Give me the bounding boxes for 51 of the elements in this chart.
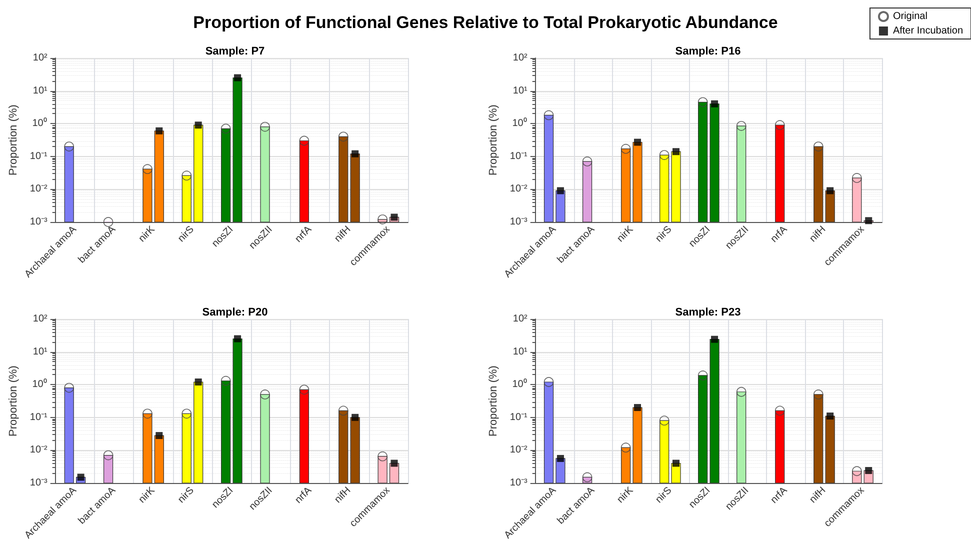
x-tick-label: nirK — [615, 224, 636, 244]
y-tick-label: 10⁻³ — [30, 216, 48, 228]
y-axis-title: Proportion (%) — [8, 366, 20, 436]
y-tick-label: 10² — [512, 52, 528, 64]
y-axis-title: Proportion (%) — [488, 104, 500, 176]
y-tick-label: 10⁰ — [32, 378, 48, 390]
y-tick-label: 10² — [512, 314, 528, 324]
x-tick-label: nifH — [332, 485, 354, 506]
x-tick-label: nirK — [136, 484, 158, 506]
y-tick-label: 10⁻¹ — [510, 412, 528, 423]
y-tick-label: 10¹ — [32, 346, 48, 358]
legend-label: Original — [892, 11, 928, 22]
x-tick-label: nifH — [808, 485, 828, 506]
x-tick-label: nirS — [176, 224, 197, 244]
y-tick-label: 10⁻¹ — [30, 150, 48, 162]
y-tick-label: 10⁻² — [30, 444, 48, 456]
chart-title: Sample: P23 — [675, 306, 741, 318]
x-tick-label: nirS — [654, 484, 674, 506]
y-tick-label: 10⁻¹ — [510, 150, 528, 162]
chart-title: Sample: P16 — [675, 46, 741, 58]
y-tick-label: 10⁻³ — [30, 478, 48, 488]
y-axis-title: Proportion (%) — [488, 366, 500, 436]
chart-title: Sample: P7 — [205, 46, 265, 58]
y-tick-label: 10⁻³ — [510, 478, 528, 488]
chart-title: Sample: P20 — [202, 306, 268, 318]
y-tick-label: 10⁰ — [32, 117, 48, 130]
x-tick-label: nirK — [136, 224, 158, 244]
x-tick-label: nrfA — [768, 224, 790, 245]
x-tick-label: nirS — [654, 224, 674, 244]
y-tick-label: 10² — [32, 314, 48, 324]
y-tick-label: 10¹ — [512, 85, 528, 96]
x-tick-label: nrfA — [293, 224, 314, 245]
x-tick-label: nrfA — [768, 484, 790, 506]
x-tick-label: nirS — [176, 484, 197, 506]
y-tick-label: 10¹ — [32, 85, 48, 96]
x-tick-label: nrfA — [293, 484, 314, 506]
y-tick-label: 10⁻² — [30, 184, 48, 195]
y-tick-label: 10⁻² — [510, 184, 528, 195]
y-tick-label: 10⁻² — [510, 444, 528, 456]
legend-label: After Incubation — [892, 26, 964, 36]
x-tick-label: nirK — [615, 484, 636, 506]
y-tick-label: 10⁰ — [512, 117, 528, 130]
y-tick-label: 10¹ — [512, 346, 528, 358]
y-tick-label: 10⁻¹ — [30, 412, 48, 423]
y-tick-label: 10⁻³ — [510, 216, 528, 228]
y-tick-label: 10² — [32, 52, 48, 64]
y-tick-label: 10⁰ — [512, 378, 528, 390]
text: Proportion of Functional Genes Relative to Total Prokaryotic Abundance — [193, 13, 778, 32]
y-axis-title: Proportion (%) — [8, 104, 20, 176]
x-tick-label: nifH — [808, 224, 828, 244]
x-tick-label: nifH — [332, 224, 354, 244]
